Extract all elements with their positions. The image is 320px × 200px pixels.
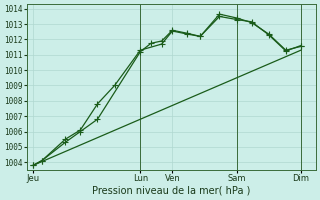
X-axis label: Pression niveau de la mer( hPa ): Pression niveau de la mer( hPa )	[92, 186, 251, 196]
